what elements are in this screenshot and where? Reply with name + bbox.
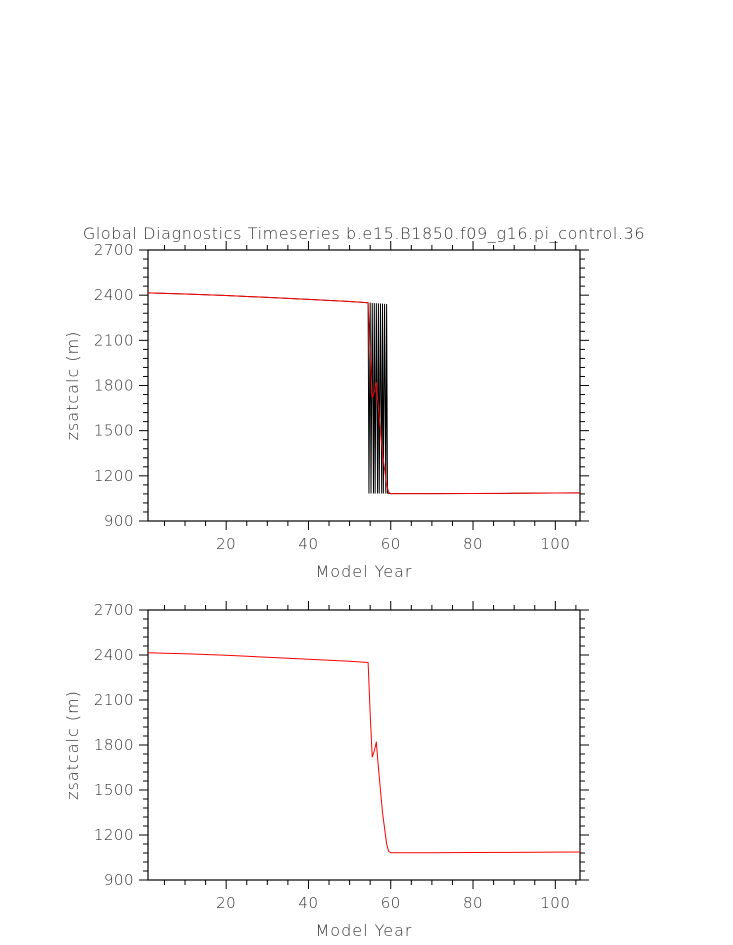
y-tick-label: 2100 — [94, 691, 134, 709]
x-tick-label: 60 — [381, 894, 401, 912]
x-axis-title: Model Year — [316, 562, 413, 581]
x-tick-label: 100 — [540, 535, 570, 553]
y-tick-label: 900 — [104, 871, 134, 889]
plot-frame — [147, 609, 581, 881]
y-axis-title: zsatcalc (m) — [63, 331, 82, 441]
x-axis-title: Model Year — [316, 921, 413, 940]
y-axis-title: zsatcalc (m) — [63, 690, 82, 800]
y-tick-label: 1800 — [94, 377, 134, 395]
y-tick-label: 900 — [104, 512, 134, 530]
series-line-red — [147, 652, 581, 854]
series-line-red — [147, 292, 581, 495]
x-tick-label: 100 — [540, 894, 570, 912]
x-tick-label: 20 — [216, 535, 236, 553]
timeseries-panel-bottom: 20 40 60 80 100 900 1200 1500 1800 2100 2400 2700 Mo… — [63, 601, 589, 940]
y-tick-label: 1200 — [94, 826, 134, 844]
y-tick-label: 2400 — [94, 646, 134, 664]
plot-frame — [147, 249, 581, 522]
y-tick-label: 1800 — [94, 736, 134, 754]
timeseries-panel-top: 20 40 60 80 100 900 1200 1500 1800 2100 2400 2700 Mo… — [63, 241, 589, 581]
x-tick-label: 40 — [298, 535, 318, 553]
x-tick-label: 60 — [381, 535, 401, 553]
y-tick-label: 1500 — [94, 422, 134, 440]
x-tick-label: 80 — [463, 535, 483, 553]
x-tick-label: 20 — [216, 894, 236, 912]
series-line-black — [147, 292, 581, 495]
y-tick-label: 2400 — [94, 286, 134, 304]
y-tick-label: 2700 — [94, 241, 134, 259]
y-tick-label: 2700 — [94, 601, 134, 619]
y-tick-label: 1200 — [94, 467, 134, 485]
y-tick-label: 2100 — [94, 331, 134, 349]
figure-title: Global Diagnostics Timeseries b.e15.B185… — [83, 224, 645, 243]
x-tick-label: 40 — [298, 894, 318, 912]
y-tick-label: 1500 — [94, 781, 134, 799]
x-tick-label: 80 — [463, 894, 483, 912]
